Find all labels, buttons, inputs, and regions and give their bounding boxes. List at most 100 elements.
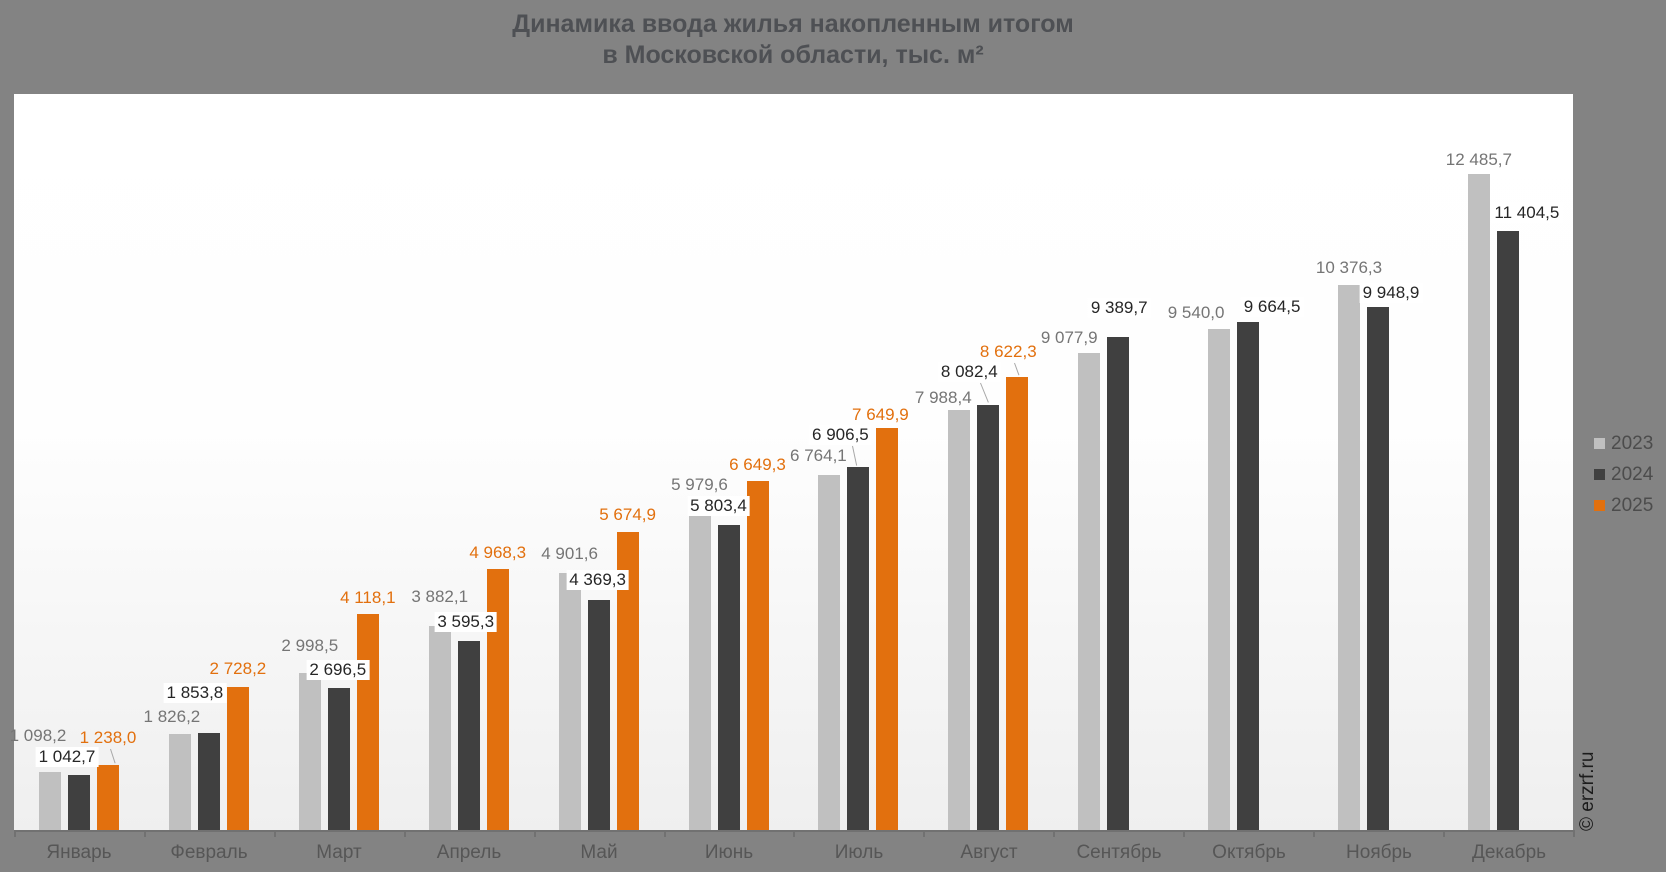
axis-tick bbox=[1183, 830, 1186, 837]
label-leader-line bbox=[852, 445, 858, 466]
legend-swatch-icon bbox=[1594, 469, 1605, 480]
value-label-2023-Август: 7 988,4 bbox=[914, 388, 972, 408]
chart-title-line2: в Московской области, тыс. м² bbox=[602, 41, 984, 69]
value-label-2024-Июль: 6 906,5 bbox=[809, 425, 872, 446]
value-label-2023-Декабрь: 12 485,7 bbox=[1445, 150, 1512, 169]
month-label-Январь: Январь bbox=[46, 842, 112, 863]
watermark: © erzrf.ru bbox=[1577, 751, 1598, 831]
bar-2025-Май bbox=[616, 531, 639, 830]
bar-2025-Август bbox=[1006, 377, 1029, 830]
bar-2024-Июнь bbox=[717, 525, 740, 830]
value-label-2025-Август: 8 622,3 bbox=[979, 342, 1037, 361]
value-label-2024-Апрель: 3 595,3 bbox=[434, 612, 498, 633]
legend-item-2024: 2024 bbox=[1594, 464, 1653, 485]
value-label-2023-Январь: 1 098,2 bbox=[9, 726, 67, 746]
value-label-2023-Май: 4 901,6 bbox=[541, 543, 598, 563]
plot-area: 1 098,2 1 826,2 2 998,5 3 882,1 4 901,6 5 979… bbox=[10, 94, 1573, 830]
legend-item-2023: 2023 bbox=[1594, 433, 1653, 454]
bar-2023-Январь bbox=[39, 772, 61, 830]
value-label-2024-Август: 8 082,4 bbox=[937, 362, 1001, 383]
value-label-2025-Апрель: 4 968,3 bbox=[469, 543, 527, 562]
value-label-2024-Февраль: 1 853,8 bbox=[163, 682, 227, 703]
value-label-2024-Июнь: 5 803,4 bbox=[687, 496, 750, 517]
month-label-Август: Август bbox=[960, 842, 1018, 863]
bar-2025-Апрель bbox=[486, 569, 509, 830]
label-leader-line bbox=[980, 382, 989, 403]
bar-2023-Июль bbox=[818, 474, 841, 830]
value-label-2024-Январь: 1 042,7 bbox=[35, 747, 99, 768]
value-label-2025-Январь: 1 238,0 bbox=[79, 728, 137, 747]
axis-tick bbox=[533, 830, 536, 837]
month-label-Март: Март bbox=[316, 842, 362, 863]
bar-2024-Сентябрь bbox=[1107, 336, 1130, 830]
bar-2025-Февраль bbox=[226, 686, 249, 830]
month-label-Ноябрь: Ноябрь bbox=[1346, 842, 1412, 863]
bar-2024-Февраль bbox=[197, 732, 220, 830]
legend-swatch-icon bbox=[1594, 438, 1605, 449]
bar-2023-Декабрь bbox=[1467, 174, 1490, 830]
axis-tick bbox=[663, 830, 666, 837]
axis-tick bbox=[793, 830, 796, 837]
value-label-2023-Ноябрь: 10 376,3 bbox=[1315, 257, 1383, 277]
axis-tick bbox=[1053, 830, 1056, 837]
bar-2025-Январь bbox=[97, 765, 119, 830]
value-label-2023-Апрель: 3 882,1 bbox=[411, 587, 469, 606]
bar-2023-Февраль bbox=[168, 734, 191, 830]
legend-label: 2024 bbox=[1611, 464, 1654, 485]
axis-tick bbox=[403, 830, 406, 837]
axis-tick bbox=[923, 830, 926, 837]
bar-2024-Апрель bbox=[457, 641, 480, 830]
bar-2023-Апрель bbox=[428, 626, 451, 830]
axis-tick bbox=[1442, 830, 1445, 837]
month-label-Сентябрь: Сентябрь bbox=[1076, 842, 1162, 863]
label-leader-line bbox=[1014, 362, 1020, 376]
legend-swatch-icon bbox=[1594, 500, 1605, 511]
bar-2023-Март bbox=[298, 672, 321, 830]
bar-2023-Август bbox=[948, 410, 971, 830]
month-label-Декабрь: Декабрь bbox=[1471, 842, 1547, 863]
x-axis-labels: Январь Февраль Март Апрель Май Июнь Июль Август… bbox=[14, 842, 1574, 864]
bar-2023-Июнь bbox=[688, 515, 711, 830]
bar-2024-Март bbox=[327, 688, 350, 830]
legend: 2023 2024 2025 bbox=[1594, 433, 1653, 526]
bar-2025-Март bbox=[356, 613, 379, 830]
value-label-2024-Декабрь: 11 404,5 bbox=[1491, 202, 1563, 223]
legend-label: 2025 bbox=[1611, 495, 1654, 516]
chart-title-line1: Динамика ввода жилья накопленным итогом bbox=[512, 10, 1074, 38]
legend-label: 2023 bbox=[1611, 433, 1654, 454]
value-label-2025-Февраль: 2 728,2 bbox=[209, 658, 267, 678]
bar-2023-Октябрь bbox=[1208, 328, 1231, 830]
label-leader-line bbox=[110, 748, 116, 764]
value-label-2023-Сентябрь: 9 077,9 bbox=[1040, 328, 1098, 347]
month-label-Апрель: Апрель bbox=[436, 842, 502, 863]
bar-2025-Июль bbox=[876, 428, 899, 830]
chart-title: Динамика ввода жилья накопленным итогом … bbox=[0, 9, 1586, 71]
value-label-2024-Май: 4 369,3 bbox=[566, 570, 629, 591]
bar-2024-Август bbox=[977, 405, 1000, 830]
value-label-2024-Сентябрь: 9 389,7 bbox=[1087, 297, 1151, 318]
month-label-Октябрь: Октябрь bbox=[1212, 842, 1286, 863]
month-label-Июнь: Июнь bbox=[704, 842, 754, 863]
bar-2024-Июль bbox=[847, 467, 870, 830]
axis-tick bbox=[143, 830, 146, 837]
value-label-2023-Июль: 6 764,1 bbox=[790, 445, 847, 465]
bar-2023-Май bbox=[558, 572, 581, 830]
value-label-2024-Ноябрь: 9 948,9 bbox=[1359, 283, 1423, 304]
value-label-2025-Июнь: 6 649,3 bbox=[729, 454, 786, 474]
axis-tick bbox=[1572, 830, 1575, 837]
legend-item-2025: 2025 bbox=[1594, 495, 1653, 516]
month-label-Июль: Июль bbox=[834, 842, 884, 863]
axis-tick bbox=[1313, 830, 1315, 837]
value-label-2024-Март: 2 696,5 bbox=[306, 660, 370, 681]
bar-2023-Ноябрь bbox=[1338, 284, 1360, 830]
bar-2023-Сентябрь bbox=[1078, 353, 1101, 830]
value-label-2024-Октябрь: 9 664,5 bbox=[1240, 297, 1304, 318]
value-label-2023-Июнь: 5 979,6 bbox=[671, 474, 728, 494]
value-label-2025-Март: 4 118,1 bbox=[340, 587, 396, 607]
value-label-2025-Май: 5 674,9 bbox=[599, 504, 656, 524]
value-label-2023-Октябрь: 9 540,0 bbox=[1167, 302, 1225, 322]
axis-tick bbox=[14, 830, 16, 837]
bar-2024-Ноябрь bbox=[1367, 307, 1389, 830]
value-label-2025-Июль: 7 649,9 bbox=[852, 405, 909, 425]
